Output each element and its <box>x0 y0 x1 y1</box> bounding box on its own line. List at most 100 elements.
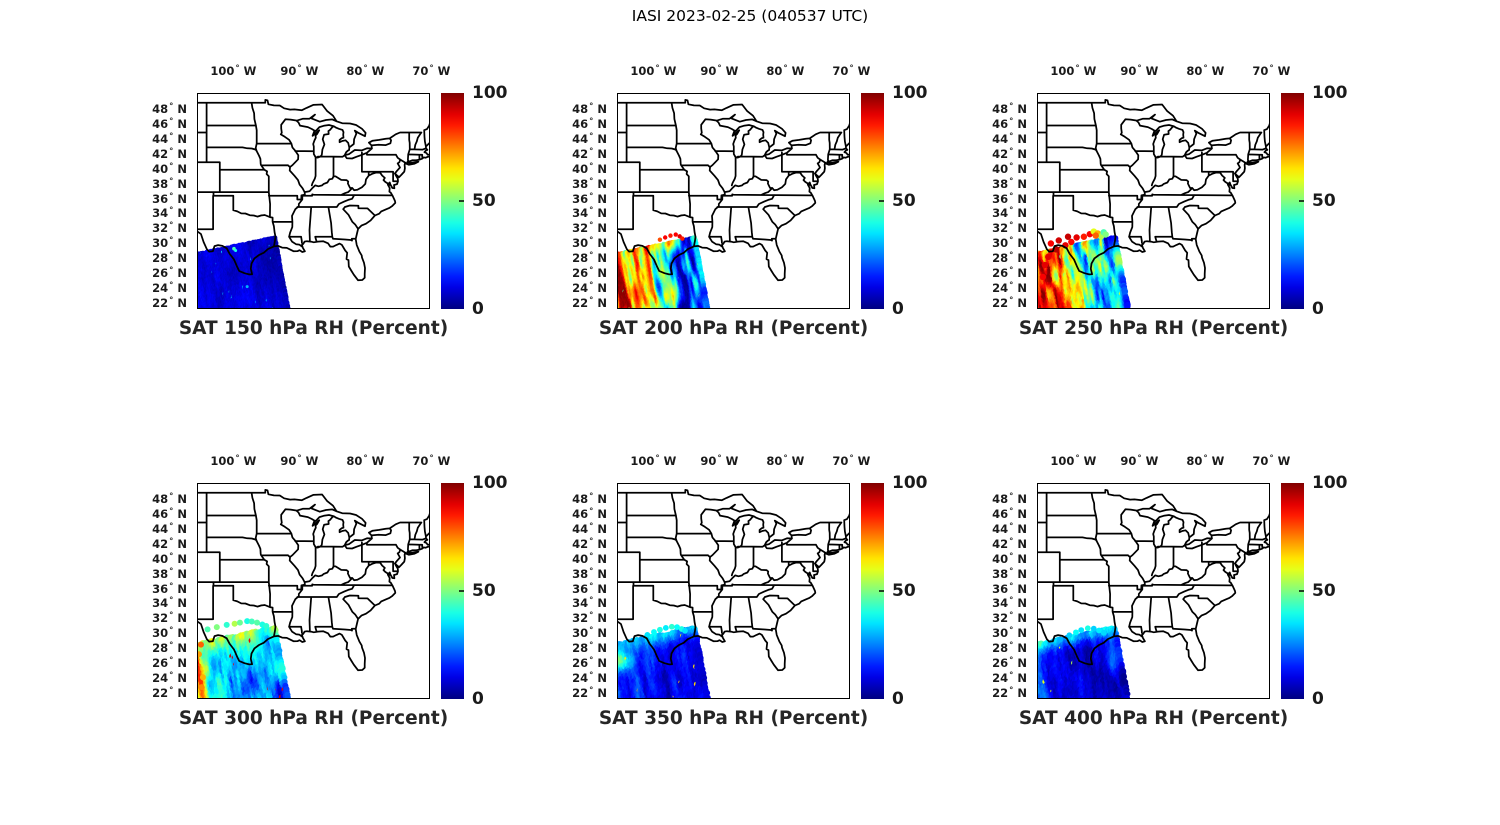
hemisphere-label: N <box>597 566 607 581</box>
y-tick-value: 46 <box>572 507 589 522</box>
y-tick-value: 28 <box>152 641 169 656</box>
degree-symbol: ° <box>1009 251 1014 262</box>
y-tick-value: 32 <box>152 221 169 236</box>
hemisphere-label: N <box>597 536 607 551</box>
panel-sat-150: 100° W 90° W 80° W 70° W 48° N 46° N 44° N 42° N 40° N 38°… <box>135 60 527 362</box>
y-tick-label: 36° N <box>555 582 607 599</box>
y-tick-value: 40 <box>572 551 589 566</box>
colorbar-tick-label: 50 <box>892 191 916 211</box>
x-tick-value: 80 <box>346 454 363 468</box>
y-tick-label: 34° N <box>135 206 187 223</box>
degree-symbol: ° <box>1009 117 1014 128</box>
degree-symbol: ° <box>1009 146 1014 157</box>
y-tick-label: 30° N <box>555 236 607 253</box>
y-tick-label: 38° N <box>555 177 607 194</box>
y-tick-value: 48 <box>152 492 169 507</box>
y-tick-label: 26° N <box>135 656 187 673</box>
y-tick-label: 34° N <box>555 596 607 613</box>
axes-box <box>1037 483 1270 699</box>
y-tick-value: 44 <box>572 521 589 536</box>
y-tick-label: 32° N <box>975 221 1027 238</box>
y-tick-value: 38 <box>572 566 589 581</box>
y-tick-label: 42° N <box>135 147 187 164</box>
y-tick-value: 26 <box>992 265 1009 280</box>
degree-symbol: ° <box>1009 102 1014 113</box>
degree-symbol: ° <box>783 454 788 464</box>
y-tick-label: 44° N <box>555 522 607 539</box>
hemisphere-label: N <box>177 626 187 641</box>
x-tick-value: 100 <box>1050 64 1075 78</box>
degree-symbol: ° <box>717 64 722 74</box>
degree-symbol: ° <box>1075 64 1080 74</box>
y-tick-value: 24 <box>992 670 1009 685</box>
axes-box <box>1037 93 1270 309</box>
y-tick-value: 36 <box>572 191 589 206</box>
degree-symbol: ° <box>1203 64 1208 74</box>
degree-symbol: ° <box>589 295 594 306</box>
degree-symbol: ° <box>1009 611 1014 622</box>
degree-symbol: ° <box>589 581 594 592</box>
degree-symbol: ° <box>169 566 174 577</box>
x-tick-label: 100° W <box>210 454 256 471</box>
hemisphere-label: W <box>791 454 805 468</box>
degree-symbol: ° <box>363 64 368 74</box>
hemisphere-label: N <box>177 206 187 221</box>
hemisphere-label: W <box>1083 454 1097 468</box>
y-tick-value: 26 <box>572 265 589 280</box>
hemisphere-label: N <box>597 206 607 221</box>
y-tick-value: 36 <box>152 581 169 596</box>
colorbar-tick-label: 0 <box>892 299 904 319</box>
y-tick-value: 42 <box>152 536 169 551</box>
y-tick-value: 24 <box>992 280 1009 295</box>
hemisphere-label: W <box>305 454 319 468</box>
y-tick-label: 28° N <box>135 251 187 268</box>
degree-symbol: ° <box>169 492 174 503</box>
degree-symbol: ° <box>169 551 174 562</box>
hemisphere-label: N <box>1017 551 1027 566</box>
y-tick-label: 30° N <box>135 236 187 253</box>
degree-symbol: ° <box>1009 685 1014 696</box>
hemisphere-label: N <box>177 295 187 310</box>
hemisphere-label: N <box>1017 221 1027 236</box>
x-tick-value: 70 <box>412 454 429 468</box>
hemisphere-label: N <box>1017 176 1027 191</box>
y-tick-label: 44° N <box>975 522 1027 539</box>
y-tick-label: 32° N <box>135 221 187 238</box>
degree-symbol: ° <box>169 536 174 547</box>
hemisphere-label: N <box>597 161 607 176</box>
y-tick-value: 48 <box>992 102 1009 117</box>
degree-symbol: ° <box>655 64 660 74</box>
hemisphere-label: N <box>177 221 187 236</box>
hemisphere-label: W <box>1145 64 1159 78</box>
degree-symbol: ° <box>589 191 594 202</box>
y-tick-label: 30° N <box>975 236 1027 253</box>
y-tick-label: 28° N <box>135 641 187 658</box>
hemisphere-label: N <box>1017 536 1027 551</box>
hemisphere-label: N <box>597 280 607 295</box>
panel-title-250: SAT 250 hPa RH (Percent) <box>1018 318 1289 339</box>
x-tick-value: 80 <box>346 64 363 78</box>
degree-symbol: ° <box>1009 521 1014 532</box>
x-tick-label: 80° W <box>766 64 804 81</box>
hemisphere-label: W <box>857 454 871 468</box>
degree-symbol: ° <box>1009 655 1014 666</box>
degree-symbol: ° <box>589 685 594 696</box>
colorbar-tick-label: 0 <box>892 689 904 709</box>
y-tick-label: 26° N <box>135 266 187 283</box>
y-tick-value: 28 <box>992 641 1009 656</box>
y-tick-label: 48° N <box>555 102 607 119</box>
y-tick-value: 42 <box>992 146 1009 161</box>
colorbar-gradient <box>1281 483 1304 699</box>
y-tick-value: 36 <box>992 191 1009 206</box>
x-tick-label: 100° W <box>630 64 676 81</box>
x-tick-label: 90° W <box>1120 454 1158 471</box>
hemisphere-label: N <box>597 265 607 280</box>
hemisphere-label: N <box>1017 191 1027 206</box>
y-tick-label: 48° N <box>975 492 1027 509</box>
hemisphere-label: N <box>1017 611 1027 626</box>
hemisphere-label: N <box>597 581 607 596</box>
degree-symbol: ° <box>169 236 174 247</box>
degree-symbol: ° <box>169 206 174 217</box>
hemisphere-label: N <box>177 507 187 522</box>
y-tick-value: 32 <box>572 221 589 236</box>
